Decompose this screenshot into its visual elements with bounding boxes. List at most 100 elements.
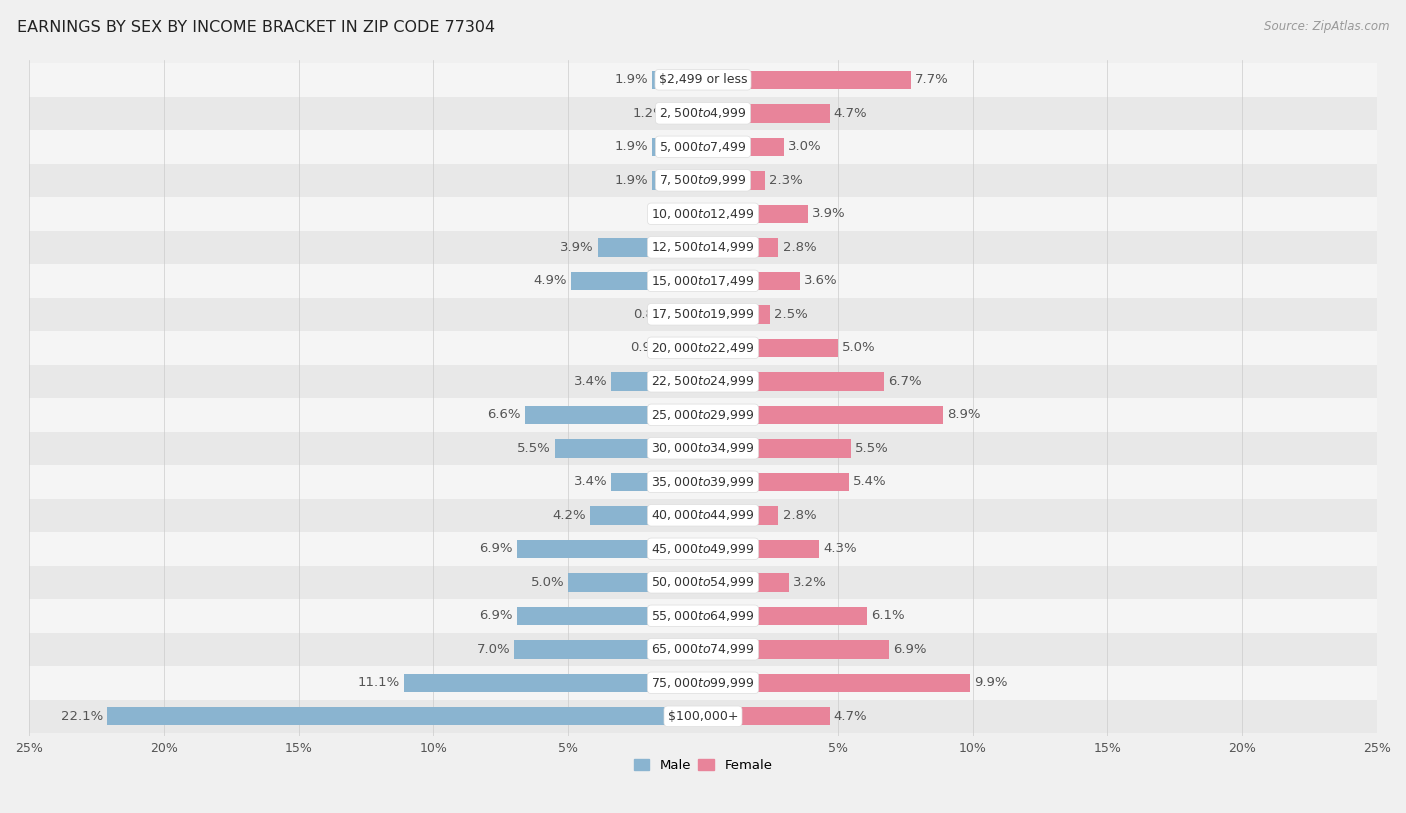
Text: $17,500 to $19,999: $17,500 to $19,999: [651, 307, 755, 321]
Bar: [30, 130, 1376, 163]
Text: 3.9%: 3.9%: [813, 207, 846, 220]
Text: 1.9%: 1.9%: [614, 141, 648, 154]
Text: 0.89%: 0.89%: [633, 308, 675, 321]
Bar: [703, 674, 970, 692]
Bar: [30, 163, 1376, 197]
Bar: [703, 238, 779, 257]
Text: $40,000 to $44,999: $40,000 to $44,999: [651, 508, 755, 522]
Text: 6.9%: 6.9%: [479, 542, 513, 555]
Text: 6.7%: 6.7%: [887, 375, 921, 388]
Bar: [30, 231, 1376, 264]
Text: 4.9%: 4.9%: [533, 274, 567, 287]
Text: 4.7%: 4.7%: [834, 107, 868, 120]
Bar: [30, 666, 1376, 699]
Bar: [30, 298, 1376, 331]
Bar: [517, 540, 703, 558]
Text: Source: ZipAtlas.com: Source: ZipAtlas.com: [1264, 20, 1389, 33]
Bar: [30, 398, 1376, 432]
Text: 3.0%: 3.0%: [787, 141, 821, 154]
Bar: [30, 63, 1376, 97]
Bar: [703, 506, 779, 524]
Bar: [517, 606, 703, 625]
Text: $2,500 to $4,999: $2,500 to $4,999: [659, 107, 747, 120]
Text: $25,000 to $29,999: $25,000 to $29,999: [651, 408, 755, 422]
Bar: [598, 238, 703, 257]
Bar: [679, 305, 703, 324]
Text: 5.5%: 5.5%: [517, 441, 551, 454]
Text: 1.9%: 1.9%: [614, 73, 648, 86]
Text: $35,000 to $39,999: $35,000 to $39,999: [651, 475, 755, 489]
Bar: [676, 338, 703, 357]
Text: 22.1%: 22.1%: [60, 710, 103, 723]
Bar: [30, 566, 1376, 599]
Bar: [555, 439, 703, 458]
Bar: [30, 465, 1376, 498]
Text: 4.2%: 4.2%: [553, 509, 586, 522]
Text: 8.9%: 8.9%: [948, 408, 980, 421]
Bar: [703, 540, 818, 558]
Text: 6.1%: 6.1%: [872, 609, 905, 622]
Bar: [703, 305, 770, 324]
Text: 9.9%: 9.9%: [974, 676, 1008, 689]
Text: 5.5%: 5.5%: [855, 441, 889, 454]
Text: 5.4%: 5.4%: [852, 476, 886, 489]
Bar: [30, 97, 1376, 130]
Bar: [30, 633, 1376, 666]
Bar: [703, 71, 911, 89]
Text: $22,500 to $24,999: $22,500 to $24,999: [651, 374, 755, 389]
Bar: [589, 506, 703, 524]
Bar: [30, 599, 1376, 633]
Text: $2,499 or less: $2,499 or less: [659, 73, 747, 86]
Text: 11.1%: 11.1%: [357, 676, 399, 689]
Bar: [612, 372, 703, 390]
Bar: [652, 171, 703, 189]
Bar: [30, 264, 1376, 298]
Bar: [703, 439, 851, 458]
Text: 2.5%: 2.5%: [775, 308, 808, 321]
Bar: [652, 71, 703, 89]
Bar: [703, 272, 800, 290]
Text: 2.8%: 2.8%: [783, 509, 815, 522]
Bar: [30, 331, 1376, 364]
Text: 3.9%: 3.9%: [560, 241, 593, 254]
Text: 2.8%: 2.8%: [783, 241, 815, 254]
Bar: [703, 406, 943, 424]
Bar: [571, 272, 703, 290]
Bar: [515, 640, 703, 659]
Text: 3.6%: 3.6%: [804, 274, 838, 287]
Text: $12,500 to $14,999: $12,500 to $14,999: [651, 241, 755, 254]
Text: $55,000 to $64,999: $55,000 to $64,999: [651, 609, 755, 623]
Bar: [703, 171, 765, 189]
Bar: [30, 699, 1376, 733]
Text: $30,000 to $34,999: $30,000 to $34,999: [651, 441, 755, 455]
Bar: [703, 640, 889, 659]
Legend: Male, Female: Male, Female: [628, 754, 778, 777]
Text: 6.6%: 6.6%: [488, 408, 522, 421]
Bar: [30, 532, 1376, 566]
Text: 1.2%: 1.2%: [633, 107, 666, 120]
Text: $10,000 to $12,499: $10,000 to $12,499: [651, 207, 755, 221]
Text: 5.0%: 5.0%: [842, 341, 876, 354]
Bar: [703, 573, 789, 592]
Bar: [652, 137, 703, 156]
Text: $5,000 to $7,499: $5,000 to $7,499: [659, 140, 747, 154]
Text: 4.3%: 4.3%: [823, 542, 856, 555]
Bar: [524, 406, 703, 424]
Text: $15,000 to $17,499: $15,000 to $17,499: [651, 274, 755, 288]
Text: 6.9%: 6.9%: [893, 643, 927, 656]
Bar: [30, 364, 1376, 398]
Bar: [30, 432, 1376, 465]
Bar: [703, 472, 849, 491]
Bar: [703, 707, 830, 725]
Bar: [703, 372, 883, 390]
Text: $75,000 to $99,999: $75,000 to $99,999: [651, 676, 755, 689]
Bar: [30, 498, 1376, 532]
Bar: [107, 707, 703, 725]
Bar: [568, 573, 703, 592]
Bar: [30, 197, 1376, 231]
Text: 6.9%: 6.9%: [479, 609, 513, 622]
Text: EARNINGS BY SEX BY INCOME BRACKET IN ZIP CODE 77304: EARNINGS BY SEX BY INCOME BRACKET IN ZIP…: [17, 20, 495, 35]
Text: $50,000 to $54,999: $50,000 to $54,999: [651, 576, 755, 589]
Text: 5.0%: 5.0%: [530, 576, 564, 589]
Text: 3.2%: 3.2%: [793, 576, 827, 589]
